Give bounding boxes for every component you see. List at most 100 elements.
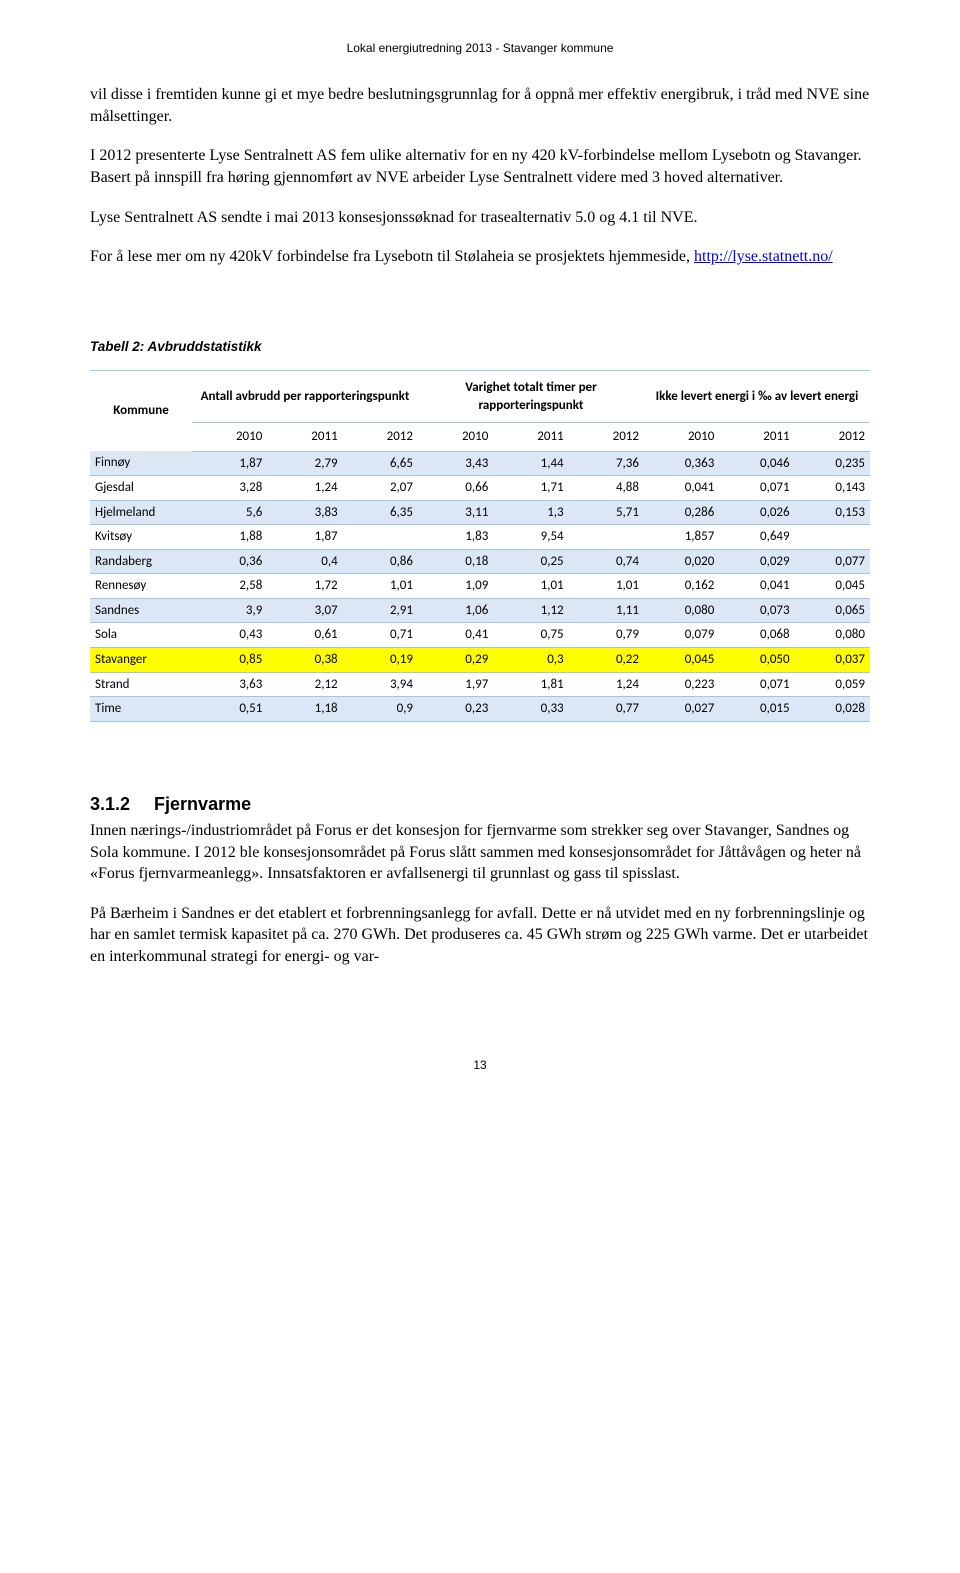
table-row: Time0,511,180,90,230,330,770,0270,0150,0… (90, 697, 870, 722)
col-group-1: Antall avbrudd per rapporteringspunkt (192, 370, 418, 422)
table-cell: 0,9 (343, 697, 418, 722)
table-cell: 0,36 (192, 549, 267, 574)
table-cell: 0,85 (192, 647, 267, 672)
table-cell: 0,045 (795, 574, 870, 599)
table-cell: 0,79 (569, 623, 644, 648)
table-cell: 2,07 (343, 476, 418, 501)
table-cell: 0,38 (267, 647, 342, 672)
table-caption: Tabell 2: Avbruddstatistikk (90, 338, 870, 356)
table-cell: 1,44 (493, 451, 568, 476)
table-cell: 0,649 (719, 525, 794, 550)
table-cell: 0,041 (719, 574, 794, 599)
table-cell: 0,286 (644, 500, 719, 525)
table-cell: 3,28 (192, 476, 267, 501)
table-cell: 0,046 (719, 451, 794, 476)
year-col: 2010 (192, 423, 267, 452)
table-cell: 1,857 (644, 525, 719, 550)
table-cell: 3,63 (192, 672, 267, 697)
table-cell (569, 525, 644, 550)
table-cell: 9,54 (493, 525, 568, 550)
table-cell: 1,87 (192, 451, 267, 476)
table-cell (343, 525, 418, 550)
table-cell: 1,01 (343, 574, 418, 599)
table-cell (795, 525, 870, 550)
table-cell: 0,143 (795, 476, 870, 501)
table-row: Randaberg0,360,40,860,180,250,740,0200,0… (90, 549, 870, 574)
table-cell: 1,09 (418, 574, 493, 599)
table-cell: 0,19 (343, 647, 418, 672)
table-cell: 0,045 (644, 647, 719, 672)
paragraph-5: Innen nærings-/industriområdet på Forus … (90, 820, 870, 885)
table-cell: 2,91 (343, 598, 418, 623)
table-cell: 0,33 (493, 697, 568, 722)
table-cell: 4,88 (569, 476, 644, 501)
col-group-3: Ikke levert energi i ‰ av levert energi (644, 370, 870, 422)
table-cell: 1,18 (267, 697, 342, 722)
table-cell: 0,75 (493, 623, 568, 648)
table-cell: 0,020 (644, 549, 719, 574)
table-cell: 3,07 (267, 598, 342, 623)
paragraph-1: vil disse i fremtiden kunne gi et mye be… (90, 84, 870, 127)
table-cell: Kvitsøy (90, 525, 192, 550)
section-title: Fjernvarme (154, 794, 251, 814)
table-cell: 0,077 (795, 549, 870, 574)
table-row: Gjesdal3,281,242,070,661,714,880,0410,07… (90, 476, 870, 501)
table-row: Strand3,632,123,941,971,811,240,2230,071… (90, 672, 870, 697)
table-cell: 0,153 (795, 500, 870, 525)
table-cell: 0,25 (493, 549, 568, 574)
table-cell: 1,01 (493, 574, 568, 599)
table-row: Rennesøy2,581,721,011,091,011,010,1620,0… (90, 574, 870, 599)
table-row: Hjelmeland5,63,836,353,111,35,710,2860,0… (90, 500, 870, 525)
section-number: 3.1.2 (90, 792, 130, 816)
table-cell: 0,61 (267, 623, 342, 648)
table-cell: 3,43 (418, 451, 493, 476)
table-cell: 0,026 (719, 500, 794, 525)
table-cell: Rennesøy (90, 574, 192, 599)
table-cell: Hjelmeland (90, 500, 192, 525)
paragraph-6: På Bærheim i Sandnes er det etablert et … (90, 903, 870, 968)
table-cell: 3,94 (343, 672, 418, 697)
year-col: 2011 (493, 423, 568, 452)
table-cell: Randaberg (90, 549, 192, 574)
col-group-2: Varighet totalt timer per rapporteringsp… (418, 370, 644, 422)
year-col: 2012 (569, 423, 644, 452)
table-cell: 0,080 (644, 598, 719, 623)
year-col: 2012 (343, 423, 418, 452)
table-cell: 0,037 (795, 647, 870, 672)
year-col: 2011 (267, 423, 342, 452)
paragraph-4: For å lese mer om ny 420kV forbindelse f… (90, 246, 870, 268)
table-cell: 0,43 (192, 623, 267, 648)
section-heading: 3.1.2 Fjernvarme (90, 792, 870, 816)
page-header: Lokal energiutredning 2013 - Stavanger k… (90, 40, 870, 56)
table-cell: 0,29 (418, 647, 493, 672)
table-cell: 0,028 (795, 697, 870, 722)
table-row: Sandnes3,93,072,911,061,121,110,0800,073… (90, 598, 870, 623)
table-row: Finnøy1,872,796,653,431,447,360,3630,046… (90, 451, 870, 476)
table-cell: 6,65 (343, 451, 418, 476)
table-cell: 1,11 (569, 598, 644, 623)
table-cell: 0,059 (795, 672, 870, 697)
table-cell: 0,162 (644, 574, 719, 599)
paragraph-2: I 2012 presenterte Lyse Sentralnett AS f… (90, 145, 870, 188)
year-col: 2010 (644, 423, 719, 452)
table-cell: 0,065 (795, 598, 870, 623)
paragraph-4-text: For å lese mer om ny 420kV forbindelse f… (90, 248, 694, 265)
table-cell: 1,01 (569, 574, 644, 599)
project-link[interactable]: http://lyse.statnett.no/ (694, 248, 833, 265)
table-cell: 2,79 (267, 451, 342, 476)
year-col: 2012 (795, 423, 870, 452)
table-cell: 0,071 (719, 476, 794, 501)
table-cell: 0,3 (493, 647, 568, 672)
year-col: 2010 (418, 423, 493, 452)
table-cell: 1,72 (267, 574, 342, 599)
table-cell: Sola (90, 623, 192, 648)
table-cell: 0,080 (795, 623, 870, 648)
table-cell: 1,83 (418, 525, 493, 550)
table-cell: Sandnes (90, 598, 192, 623)
table-cell: 1,97 (418, 672, 493, 697)
table-cell: 0,22 (569, 647, 644, 672)
table-cell: 3,11 (418, 500, 493, 525)
table-cell: 2,58 (192, 574, 267, 599)
table-cell: 0,235 (795, 451, 870, 476)
year-col: 2011 (719, 423, 794, 452)
